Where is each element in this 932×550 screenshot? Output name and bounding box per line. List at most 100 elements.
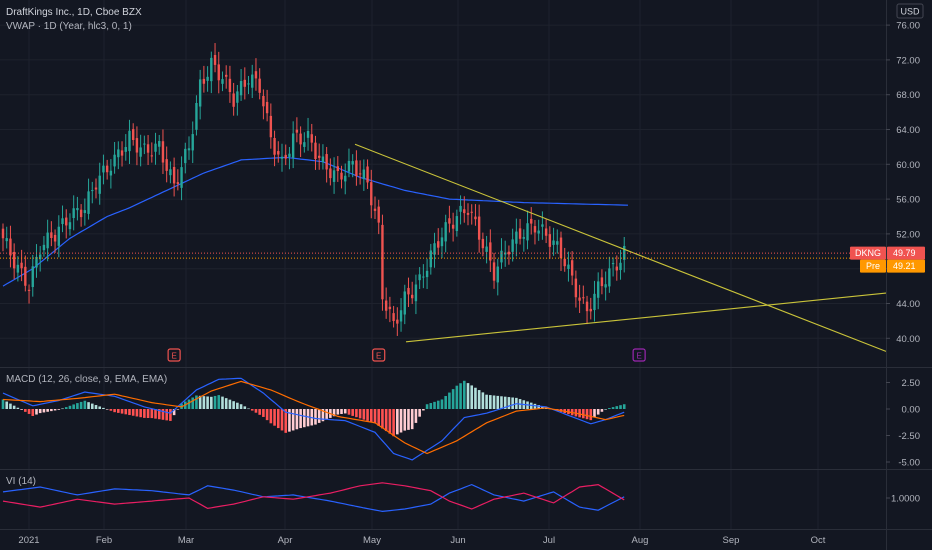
macd-bar	[507, 397, 511, 409]
macd-bar	[131, 409, 135, 416]
candle	[570, 251, 574, 286]
macd-bar	[113, 409, 116, 413]
macd-bar	[604, 409, 607, 410]
macd-bar	[317, 409, 321, 423]
macd-bar	[135, 409, 139, 417]
macd-bar	[172, 409, 176, 416]
macd-bar	[68, 405, 72, 409]
macd-bar	[366, 409, 369, 421]
candle	[608, 256, 611, 293]
macd-bar	[228, 399, 232, 409]
candle	[303, 132, 306, 153]
vi-legend[interactable]: VI (14)	[6, 476, 36, 487]
macd-axis[interactable]: 2.50 0.00 -2.50 -5.00	[886, 378, 920, 469]
candle	[165, 146, 168, 183]
vwap-legend[interactable]: VWAP · 1D (Year, hlc3, 0, 1)	[6, 21, 132, 32]
candle	[61, 205, 64, 233]
candle	[437, 228, 440, 255]
candle	[202, 65, 206, 93]
macd-bar	[269, 409, 273, 424]
candle	[262, 89, 265, 120]
macd-bar	[418, 409, 421, 417]
time-tick-label: Apr	[278, 535, 293, 546]
macd-bar	[503, 396, 507, 409]
trendline[interactable]	[354, 143, 887, 352]
candle	[68, 213, 72, 236]
axis-tick-label: 52.00	[896, 229, 920, 240]
candle	[1, 223, 5, 252]
macd-bar	[46, 409, 49, 412]
candle	[492, 252, 496, 289]
candle	[448, 205, 451, 233]
vi-axis[interactable]: 1.0000	[886, 494, 920, 505]
vi-minus-line	[2, 482, 625, 510]
macd-bar	[64, 407, 68, 409]
candle	[213, 43, 217, 73]
svg-text:E: E	[636, 352, 641, 361]
macd-bar	[221, 396, 224, 409]
candle	[470, 204, 473, 225]
candle	[113, 141, 116, 174]
candle	[53, 229, 57, 253]
candle	[135, 126, 139, 166]
macd-bar	[20, 409, 23, 410]
candle	[91, 181, 94, 204]
candle	[42, 236, 46, 257]
candle	[299, 126, 302, 158]
macd-bar	[250, 409, 254, 411]
candle	[489, 229, 492, 272]
candle	[57, 215, 60, 258]
candle	[530, 207, 533, 235]
candle	[433, 232, 436, 268]
macd-bar	[429, 403, 433, 409]
price-axis[interactable]: 76.0072.0068.0064.0060.0056.0052.0048.00…	[886, 21, 920, 345]
macd-bar	[340, 409, 343, 415]
earnings-marker[interactable]: E	[372, 348, 386, 362]
candle	[507, 245, 511, 265]
macd-signal-line	[2, 380, 625, 455]
candle	[161, 129, 165, 174]
vwap-line	[2, 156, 629, 287]
candle	[306, 117, 310, 151]
candle	[139, 134, 142, 167]
candle	[593, 280, 596, 322]
axis-tick-label: 0.00	[902, 405, 921, 416]
candle	[366, 159, 369, 189]
candle	[27, 284, 31, 304]
earnings-marker[interactable]: E	[632, 348, 646, 362]
time-axis[interactable]: 2021 Feb Mar Apr May Jun Jul Aug Sep Oct	[18, 535, 825, 546]
macd-bar	[433, 401, 436, 409]
macd-bar	[593, 409, 596, 418]
macd-bar	[150, 409, 154, 419]
macd-bar	[195, 395, 198, 409]
candle	[556, 229, 559, 254]
macd-bar	[35, 409, 38, 415]
macd-bar	[273, 409, 276, 426]
candle	[243, 67, 246, 100]
candle	[567, 251, 570, 282]
macd-bar	[619, 405, 622, 409]
candle	[228, 65, 232, 103]
macd-bar	[191, 397, 195, 409]
candle	[481, 232, 485, 257]
candle	[355, 150, 358, 186]
axis-tick-label: -2.50	[898, 431, 920, 442]
trendline[interactable]	[405, 292, 887, 343]
candle	[239, 68, 243, 101]
macd-bar	[422, 409, 425, 411]
macd-bar	[79, 401, 83, 409]
earnings-marker[interactable]: E	[167, 348, 181, 362]
macd-bar	[388, 409, 392, 434]
candle	[273, 130, 276, 167]
candle	[98, 162, 101, 205]
axis-tick-label: 2.50	[902, 378, 921, 389]
macd-legend[interactable]: MACD (12, 26, close, 9, EMA, EMA)	[6, 374, 167, 385]
candle	[403, 284, 406, 325]
trendlines[interactable]	[354, 143, 887, 352]
candle	[128, 119, 131, 165]
symbol-title[interactable]: DraftKings Inc., 1D, Cboe BZX	[6, 7, 142, 18]
currency-button[interactable]: USD	[896, 3, 924, 19]
